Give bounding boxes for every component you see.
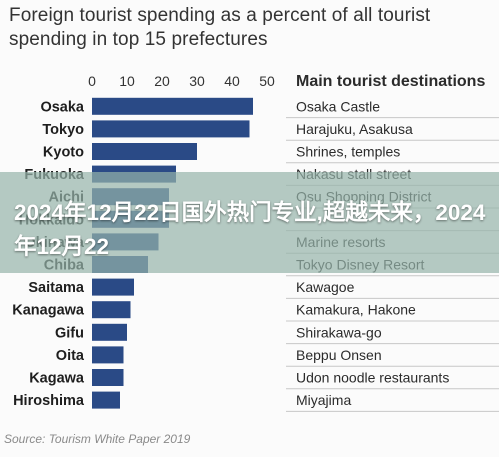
bar (92, 391, 120, 409)
bar (92, 301, 131, 319)
chart-title: Foreign tourist spending as a percent of… (9, 5, 431, 50)
category-label: Saitama (28, 280, 85, 296)
x-tick-label: 30 (189, 73, 205, 89)
category-label: Gifu (55, 325, 84, 341)
category-label: Kagawa (29, 371, 85, 387)
bar (92, 323, 127, 341)
destination-label: Udon noodle restaurants (296, 370, 449, 386)
category-label: Tokyo (42, 122, 84, 138)
bar (92, 369, 124, 386)
category-label: Osaka (40, 99, 84, 115)
bar (92, 143, 197, 160)
watermark-band (0, 172, 499, 273)
category-label: Oita (56, 348, 85, 364)
category-label: Kanagawa (12, 303, 85, 319)
destination-label: Miyajima (296, 392, 351, 408)
source-note: Source: Tourism White Paper 2019 (4, 432, 191, 446)
x-tick-label: 40 (224, 73, 240, 89)
destination-label: Harajuku, Asakusa (296, 121, 413, 137)
x-tick-label: 0 (88, 73, 96, 89)
destination-label: Osaka Castle (296, 98, 380, 114)
x-axis-ticks: 0 10 20 30 40 50 (88, 73, 275, 89)
bar (92, 97, 253, 115)
destination-label: Kawagoe (296, 279, 355, 295)
destination-label: Kamakura, Hakone (296, 302, 416, 318)
destination-label: Shirakawa-go (296, 324, 382, 340)
x-tick-label: 10 (119, 73, 135, 89)
x-tick-label: 20 (154, 73, 170, 89)
category-label: Kyoto (43, 145, 84, 161)
bar (92, 346, 124, 364)
bar (92, 278, 134, 296)
x-tick-label: 50 (259, 73, 275, 89)
bar (92, 120, 250, 138)
watermark-text: 2024年12月22日国外热门专业,超越未来，2024年12月22 (14, 200, 486, 259)
destination-label: Beppu Onsen (296, 347, 382, 363)
category-label: Hiroshima (13, 393, 85, 409)
destinations-header: Main tourist destinations (296, 73, 485, 90)
destination-label: Shrines, temples (296, 144, 400, 160)
